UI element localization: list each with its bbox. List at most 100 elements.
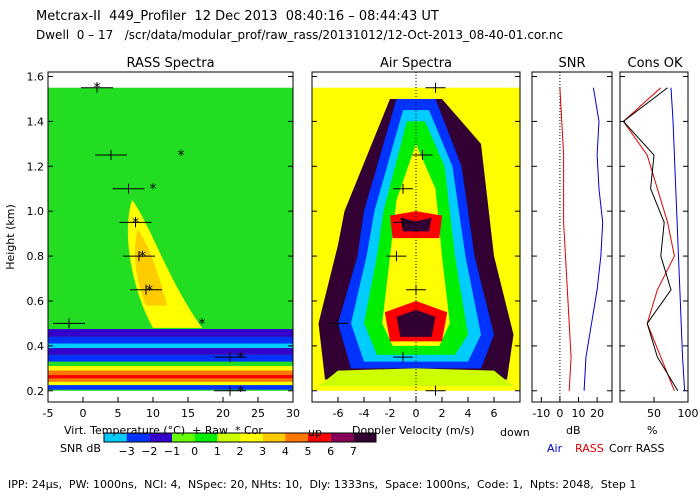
cons-panel-title: Cons OK — [627, 56, 683, 71]
colorbar-tick-label: 7 — [350, 445, 357, 458]
air-x-axis-label: Doppler Velocity (m/s) — [352, 424, 475, 437]
colorbar-segment — [194, 433, 218, 442]
x-tick-label: 6 — [491, 407, 498, 420]
colorbar-segment — [217, 433, 240, 442]
legend-rass: RASS — [575, 442, 604, 455]
colorbar-segment — [330, 433, 354, 442]
rass-band — [48, 336, 293, 344]
colorbar-segment — [308, 433, 331, 442]
rass-band — [48, 381, 293, 386]
colorbar-segment — [104, 433, 127, 442]
colorbar-segment — [353, 433, 376, 442]
air-x-label-down: down — [500, 426, 530, 439]
series-air — [670, 87, 686, 391]
colorbar-segment — [126, 433, 150, 442]
air-contour — [382, 143, 450, 346]
y-tick-label: 1.0 — [27, 205, 45, 218]
rass-cor-marker: * — [178, 148, 185, 164]
x-tick-label: 50 — [647, 407, 661, 420]
colorbar-segment — [285, 433, 308, 442]
air-panel-title: Air Spectra — [379, 56, 453, 71]
x-tick-label: 5 — [115, 407, 122, 420]
y-tick-label: 1.2 — [27, 160, 45, 173]
series-rass — [622, 87, 675, 391]
x-tick-label: 10 — [572, 407, 586, 420]
y-tick-label: 0.2 — [27, 385, 45, 398]
x-tick-label: 0 — [413, 407, 420, 420]
panel-frame — [47, 71, 294, 403]
air-contour — [396, 309, 436, 337]
legend-corr-rass: Corr RASS — [609, 442, 665, 455]
air-contour — [318, 368, 514, 387]
rass-band — [48, 329, 293, 337]
colorbar-segment — [262, 433, 286, 442]
colorbar-tick-label: 6 — [327, 445, 334, 458]
x-tick-label: 0 — [80, 407, 87, 420]
colorbar-tick-label: −1 — [164, 445, 180, 458]
rass-x-axis-label: Virt. Temperature (°C) + Raw * Cor — [64, 424, 263, 437]
series-air — [583, 87, 604, 391]
rass-cor-marker: * — [237, 350, 244, 366]
y-tick-label: 0.8 — [27, 250, 45, 263]
colorbar-tick-label: 1 — [214, 445, 221, 458]
x-tick-label: 100 — [678, 407, 699, 420]
air-x-label-up: up — [308, 426, 322, 439]
rass-plume-inner — [134, 229, 167, 306]
colorbar-segment — [172, 433, 195, 442]
footer-parameters: IPP: 24μs, PW: 1000ns, NCI: 4, NSpec: 20… — [8, 478, 637, 491]
colorbar-segment — [149, 433, 172, 442]
x-tick-label: 25 — [251, 407, 265, 420]
x-tick-label: 30 — [286, 407, 300, 420]
x-tick-label: 20 — [590, 407, 604, 420]
x-tick-label: 4 — [465, 407, 472, 420]
y-tick-label: 0.4 — [27, 340, 45, 353]
y-tick-label: 1.6 — [27, 70, 45, 83]
colorbar-tick-label: 5 — [305, 445, 312, 458]
colorbar-tick-label: −2 — [141, 445, 157, 458]
rass-cor-marker: * — [237, 384, 244, 400]
y-tick-label: 1.4 — [27, 115, 45, 128]
x-tick-label: 20 — [216, 407, 230, 420]
colorbar-tick-label: 0 — [191, 445, 198, 458]
x-tick-label: -10 — [532, 407, 550, 420]
x-tick-label: 2 — [439, 407, 446, 420]
rass-band — [48, 343, 293, 349]
rass-cor-marker: * — [150, 182, 157, 198]
colorbar-segment — [240, 433, 263, 442]
rass-cor-marker: * — [146, 283, 153, 299]
x-tick-label: -4 — [359, 407, 370, 420]
colorbar-tick-label: 2 — [237, 445, 244, 458]
rass-cor-marker: * — [132, 215, 139, 231]
series-rass — [559, 87, 572, 391]
series-corr-rass — [622, 87, 679, 392]
colorbar-tick-label: 4 — [282, 445, 289, 458]
legend-air: Air — [547, 442, 563, 455]
rass-band — [48, 370, 293, 376]
colorbar-title: SNR dB — [60, 442, 101, 455]
rass-panel-title: RASS Spectra — [126, 56, 215, 71]
x-tick-label: 10 — [146, 407, 160, 420]
snr-x-axis-label: dB — [566, 424, 581, 437]
header-title: Metcrax-II 449_Profiler 12 Dec 2013 08:4… — [36, 9, 439, 24]
rass-band — [48, 375, 293, 379]
cons-x-axis-label: % — [647, 424, 658, 437]
rass-band — [48, 348, 293, 355]
rass-band — [48, 354, 293, 362]
x-tick-label: 0 — [556, 407, 563, 420]
x-tick-label: -5 — [43, 407, 54, 420]
rass-cor-marker: * — [199, 316, 206, 332]
panel-frame — [531, 71, 613, 403]
rass-band — [48, 378, 293, 382]
rass-cor-marker: * — [139, 249, 146, 265]
air-contour — [400, 217, 432, 232]
y-axis-label: Height (km) — [4, 204, 17, 270]
rass-band — [48, 385, 293, 390]
snr-panel-title: SNR — [558, 56, 586, 71]
header-dwell-path: Dwell 0 – 17 /scr/data/modular_prof/raw_… — [36, 28, 564, 42]
x-tick-label: -2 — [385, 407, 396, 420]
rass-band — [48, 366, 293, 371]
y-tick-label: 0.6 — [27, 295, 45, 308]
x-tick-label: 15 — [181, 407, 195, 420]
colorbar-frame — [103, 432, 377, 443]
